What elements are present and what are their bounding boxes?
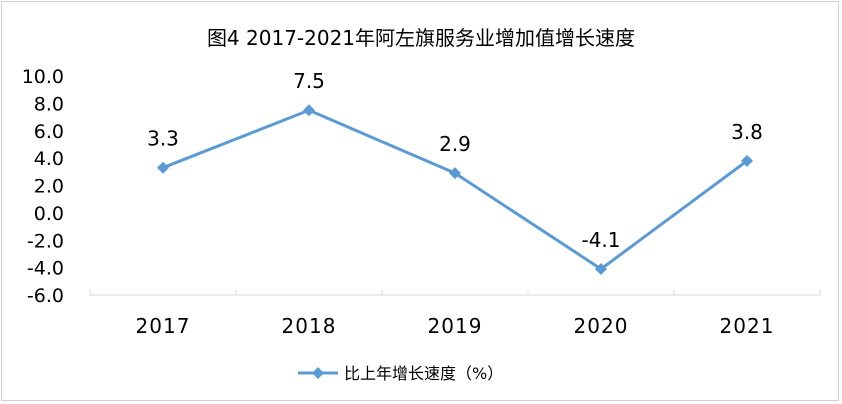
y-axis: 10.0 8.0 6.0 4.0 2.0 0.0 -2.0 -4.0 -6.0 — [22, 66, 64, 307]
plot-area: 3.3 7.5 2.9 -4.1 3.8 — [147, 69, 763, 275]
y-tick-label: 2.0 — [34, 176, 64, 198]
data-point — [741, 154, 753, 167]
y-tick-label: 0.0 — [34, 203, 64, 225]
data-label: 7.5 — [293, 69, 325, 93]
legend-diamond-icon — [312, 367, 324, 379]
data-label: 3.3 — [147, 127, 179, 151]
x-axis: 2017 2018 2019 2020 2021 — [89, 290, 821, 338]
y-tick-label: -2.0 — [27, 230, 64, 252]
data-point — [449, 167, 461, 180]
y-tick-label: 4.0 — [34, 148, 64, 170]
x-tick-label: 2020 — [574, 314, 629, 338]
data-point — [157, 161, 169, 174]
data-label: 2.9 — [439, 132, 471, 156]
x-tick-label: 2019 — [428, 314, 483, 338]
data-point — [595, 262, 607, 275]
data-label: -4.1 — [581, 228, 620, 252]
x-tick-label: 2021 — [720, 314, 775, 338]
y-tick-label: 10.0 — [22, 66, 64, 88]
y-tick-label: -6.0 — [27, 285, 64, 307]
legend-label: 比上年增长速度（%） — [344, 364, 503, 383]
legend: 比上年增长速度（%） — [298, 364, 503, 383]
x-tick-label: 2017 — [136, 314, 191, 338]
chart-title: 图4 2017-2021年阿左旗服务业增加值增长速度 — [207, 26, 635, 50]
y-tick-label: 8.0 — [34, 93, 64, 115]
y-tick-label: 6.0 — [34, 121, 64, 143]
y-tick-label: -4.0 — [27, 258, 64, 280]
data-label: 3.8 — [731, 120, 763, 144]
x-tick-label: 2018 — [282, 314, 337, 338]
data-point — [303, 104, 315, 117]
